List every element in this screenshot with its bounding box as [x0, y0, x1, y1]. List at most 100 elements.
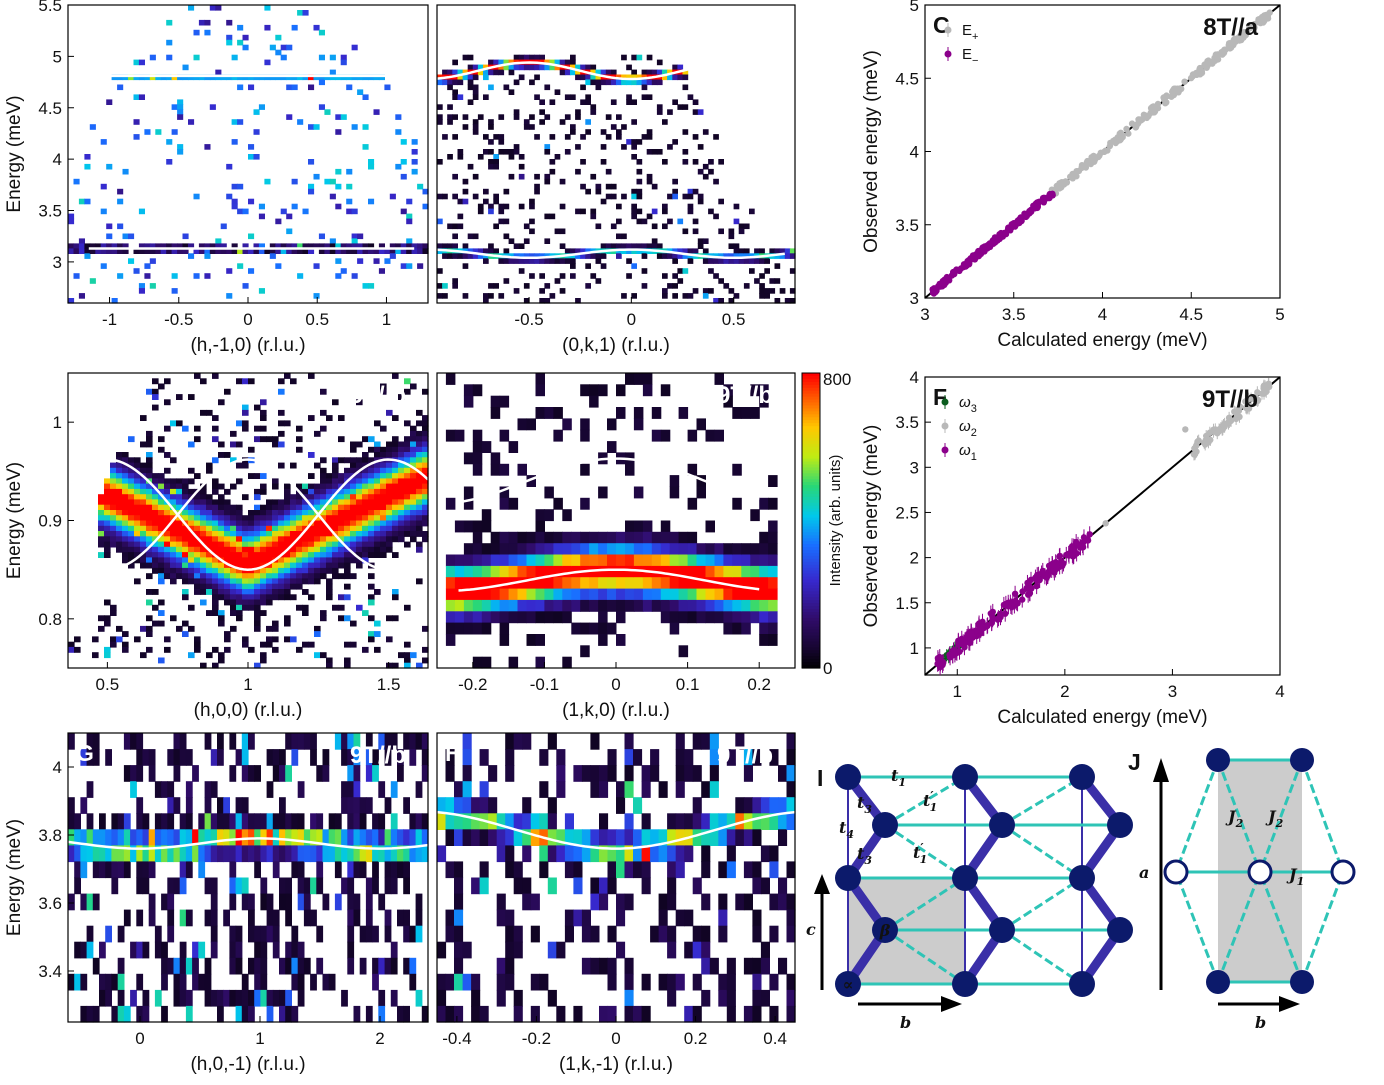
heatmap-cell: [260, 589, 267, 595]
heatmap-cell: [472, 248, 479, 254]
heatmap-cell: [631, 193, 637, 200]
heatmap-cell: [539, 861, 549, 879]
heatmap-cell: [477, 114, 484, 120]
heatmap-cell: [332, 536, 339, 543]
heatmap-cell: [621, 79, 627, 86]
heatmap-cell: [624, 749, 634, 766]
heatmap-cell: [329, 238, 336, 244]
heatmap-cell: [490, 407, 501, 419]
heatmap-cell: [285, 893, 292, 911]
heatmap-cell: [362, 541, 369, 548]
heatmap-cell: [347, 941, 355, 959]
heatmap-cell: [505, 845, 515, 863]
x-tick-label: 2: [375, 1029, 384, 1048]
heatmap-cell: [616, 577, 626, 590]
heatmap-cell: [140, 625, 147, 632]
heatmap-cell: [708, 268, 714, 274]
heatmap-cell: [660, 531, 671, 544]
heatmap-cell: [503, 203, 510, 210]
heatmap-cell: [122, 457, 129, 464]
heatmap-cell: [291, 24, 298, 31]
heatmap-cell: [308, 494, 315, 501]
heatmap-cell: [365, 1005, 373, 1023]
x-tick-label: 3.5: [1002, 305, 1026, 324]
heatmap-cell: [110, 478, 117, 485]
heatmap-cell: [344, 536, 351, 543]
heatmap-cell: [182, 557, 189, 564]
heatmap-cell: [236, 504, 243, 511]
heatmap-cell: [229, 941, 237, 959]
heatmap-cell: [517, 577, 527, 590]
heatmap-cell: [278, 378, 285, 385]
heatmap-cell: [182, 499, 189, 506]
heatmap-cell: [204, 733, 212, 750]
heatmap-cell: [422, 536, 429, 543]
heatmap-cell: [303, 877, 311, 895]
heatmap-cell: [258, 203, 265, 210]
heatmap-cell: [462, 124, 469, 130]
heatmap-cell: [365, 925, 373, 943]
heatmap-cell: [598, 588, 608, 601]
heatmap-cell: [667, 989, 677, 1007]
heatmap-cell: [709, 781, 719, 798]
heatmap-cell: [290, 378, 297, 385]
heatmap-cell: [696, 486, 706, 499]
heatmap-cell: [326, 494, 333, 501]
heatmap-cell: [692, 765, 702, 782]
heatmap-cell: [651, 223, 658, 230]
heatmap-cell: [154, 925, 162, 943]
heatmap-cell: [134, 483, 141, 490]
heatmap-cell: [320, 499, 327, 506]
heatmap-cell: [308, 536, 315, 543]
heatmap-cell: [633, 577, 644, 590]
heatmap-cell: [230, 483, 237, 490]
heatmap-cell: [171, 288, 178, 294]
heatmap-cell: [599, 1005, 609, 1023]
heatmap-cell: [210, 877, 218, 895]
heatmap-cell: [564, 59, 571, 66]
heatmap-cell: [338, 415, 345, 421]
heatmap-cell: [786, 893, 796, 911]
heatmap-cell: [445, 909, 455, 927]
heatmap-cell: [607, 1005, 617, 1023]
heatmap-cell: [692, 797, 702, 814]
heatmap-cell: [350, 557, 357, 564]
x-tick-label: -1: [102, 310, 117, 329]
heatmap-cell: [631, 248, 637, 254]
heatmap-cell: [179, 941, 187, 959]
heatmap-cell: [308, 541, 315, 548]
heatmap-cell: [332, 562, 339, 569]
heatmap-cell: [709, 829, 719, 846]
heatmap-cell: [384, 258, 391, 264]
heatmap-cell: [374, 483, 381, 490]
heatmap-cell: [682, 129, 689, 135]
heatmap-cell: [231, 203, 238, 210]
heatmap-cell: [365, 909, 373, 927]
heatmap-cell: [74, 829, 81, 846]
heatmap-cell: [194, 641, 201, 648]
heatmap-cell: [769, 749, 779, 766]
heatmap-cell: [421, 1005, 429, 1023]
heatmap-cell: [92, 749, 100, 766]
heatmap-cell: [338, 510, 345, 516]
heatmap-cell: [200, 520, 207, 527]
heatmap-cell: [774, 298, 781, 304]
heatmap-cell: [607, 588, 617, 601]
heatmap-cell: [335, 183, 342, 190]
heatmap-cell: [136, 813, 144, 830]
heatmap-cell: [590, 733, 600, 750]
heatmap-cell: [368, 473, 375, 479]
heatmap-cell: [447, 119, 453, 125]
heatmap-cell: [194, 573, 201, 580]
heatmap-cell: [316, 957, 324, 975]
heatmap-cell: [463, 611, 474, 624]
heatmap-cell: [769, 288, 776, 294]
heatmap-cell: [513, 813, 523, 830]
heatmap-cell: [607, 749, 617, 766]
heatmap-cell: [242, 404, 249, 411]
heatmap-cell: [110, 494, 117, 501]
heatmap-cell: [200, 409, 207, 416]
heatmap-cell: [526, 577, 536, 590]
heatmap-cell: [210, 989, 218, 1007]
heatmap-cell: [687, 208, 694, 215]
